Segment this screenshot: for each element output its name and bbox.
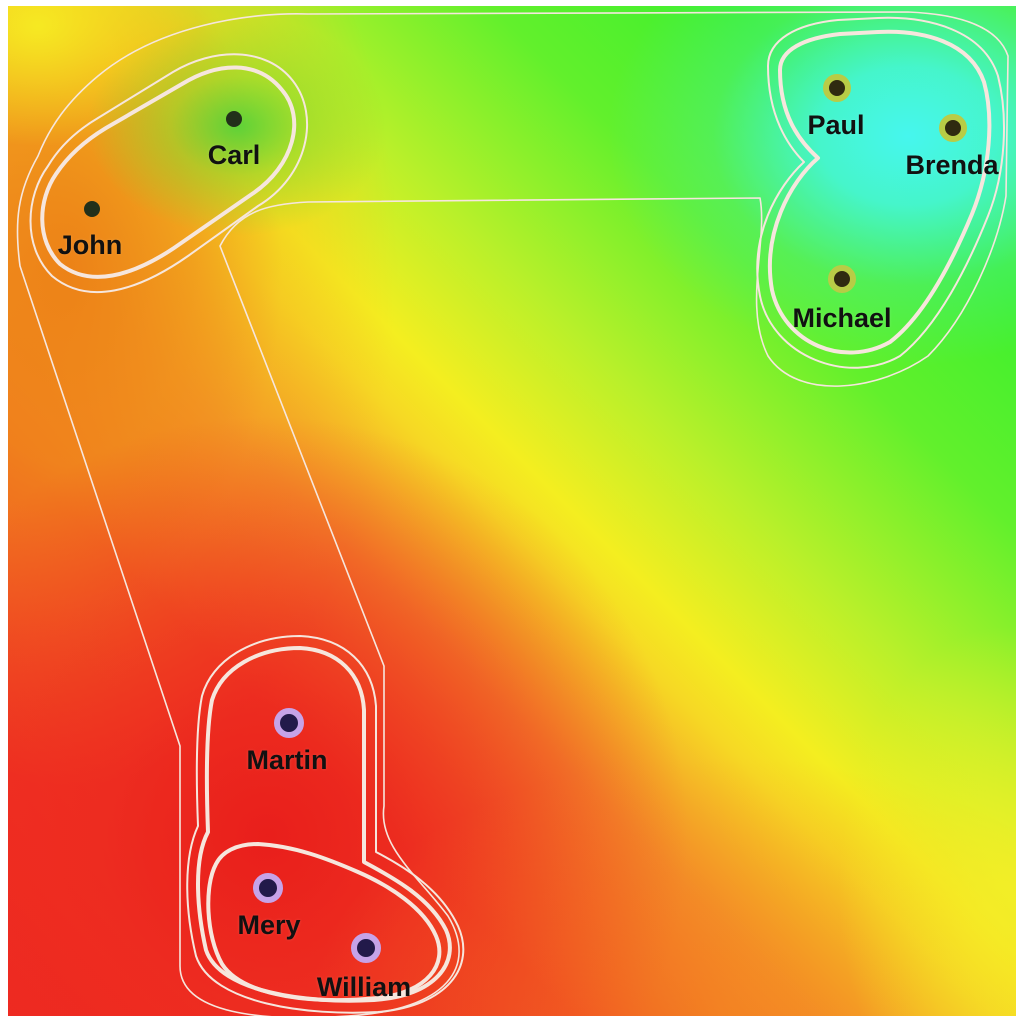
heatmap-bottom-right-yellow	[8, 6, 1016, 1016]
group-bottom-left-inner-loop-contour	[206, 842, 442, 1003]
node-brenda-label: Brenda	[905, 150, 999, 180]
contour-lines	[16, 11, 1009, 1016]
outer-contour	[16, 11, 1009, 1016]
group-top-left-inner-contour	[40, 65, 297, 279]
node-michael-dot	[828, 265, 856, 293]
node-carl-dot	[226, 111, 242, 127]
node-martin-dot	[274, 708, 304, 738]
heatmap-canvas	[8, 6, 1016, 1016]
node-john-label: John	[57, 230, 123, 260]
node-michael-label: Michael	[792, 303, 892, 333]
node-paul-dot	[823, 74, 851, 102]
group-bottom-left-inner-contour	[196, 646, 452, 1003]
node-mery-dot	[253, 873, 283, 903]
group-top-right-outer-contour	[756, 16, 1005, 369]
node-martin-label: Martin	[246, 745, 328, 775]
node-brenda-dot	[939, 114, 967, 142]
group-bottom-left-outer-contour	[186, 635, 465, 1014]
group-top-left-outer-contour	[29, 53, 308, 294]
node-paul-label: Paul	[807, 110, 865, 140]
node-william-dot	[351, 933, 381, 963]
node-john-dot	[84, 201, 100, 217]
node-mery-label: Mery	[237, 910, 301, 940]
group-top-right-inner-contour	[767, 29, 992, 355]
node-carl-label: Carl	[207, 140, 261, 170]
node-william-label: William	[316, 972, 412, 1002]
